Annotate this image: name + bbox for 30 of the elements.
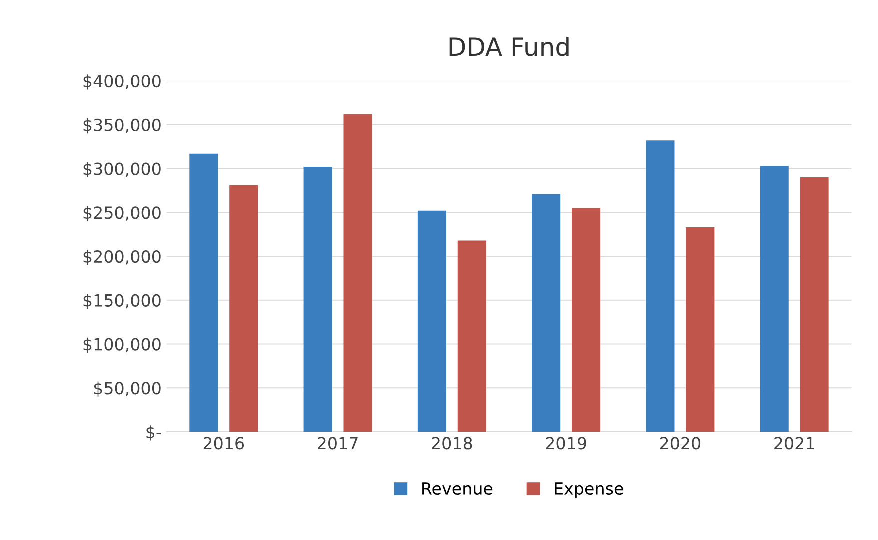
y-tick-label: $300,000 — [84, 162, 161, 178]
bar — [760, 166, 789, 432]
bar — [686, 228, 715, 432]
x-tick-label: 2021 — [774, 437, 814, 450]
bar — [458, 240, 486, 432]
x-tick-label: 2019 — [546, 437, 586, 450]
bar — [344, 114, 372, 432]
bar — [230, 185, 258, 432]
y-tick-label: $100,000 — [84, 338, 161, 354]
bar — [190, 154, 218, 432]
legend-label: Expense — [555, 482, 624, 498]
y-tick-label: $250,000 — [84, 206, 161, 222]
bar — [532, 194, 561, 432]
bar — [646, 140, 675, 432]
x-tick-label: 2018 — [432, 437, 472, 450]
x-tick-label: 2016 — [204, 437, 244, 450]
y-tick-label: $200,000 — [84, 250, 161, 266]
bar — [304, 166, 332, 432]
bar — [800, 178, 829, 432]
y-tick-label: $- — [146, 426, 162, 441]
chart-title: DDA Fund — [450, 37, 569, 56]
x-tick-label: 2017 — [318, 437, 358, 450]
bar — [572, 208, 601, 432]
x-tick-label: 2020 — [660, 437, 701, 450]
legend-label: Revenue — [422, 482, 493, 495]
y-tick-label: $350,000 — [84, 118, 161, 134]
y-tick-label: $150,000 — [84, 294, 161, 310]
y-tick-label: $400,000 — [84, 74, 161, 90]
bar — [418, 210, 446, 432]
y-tick-label: $50,000 — [94, 382, 161, 397]
